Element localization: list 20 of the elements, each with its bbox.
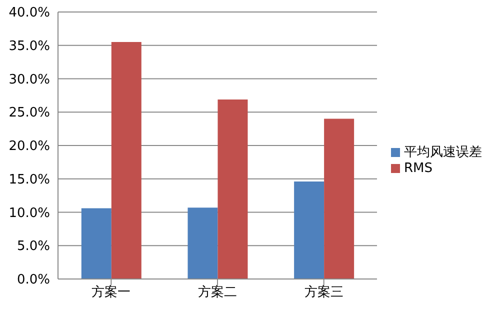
bar — [218, 99, 248, 279]
y-tick-label: 15.0% — [8, 172, 50, 188]
y-tick-label: 10.0% — [8, 206, 50, 221]
bar — [111, 42, 142, 279]
y-tick-label: 40.0% — [8, 6, 50, 21]
y-tick-label: 25.0% — [8, 106, 50, 121]
x-tick-label: 方案三 — [304, 284, 344, 300]
bar — [81, 208, 112, 279]
bar — [188, 208, 218, 279]
y-tick-label: 20.0% — [8, 139, 50, 154]
legend-label: RMS — [404, 161, 433, 176]
x-tick-label: 方案一 — [92, 284, 131, 300]
y-tick-label: 35.0% — [8, 38, 50, 54]
y-tick-label: 30.0% — [8, 72, 50, 88]
x-tick-label: 方案二 — [198, 284, 237, 300]
bar — [294, 182, 324, 279]
legend-label: 平均风速误差 — [404, 145, 482, 160]
y-tick-label: 0.0% — [16, 272, 50, 288]
y-tick-label: 5.0% — [16, 239, 50, 254]
bar — [324, 118, 354, 279]
